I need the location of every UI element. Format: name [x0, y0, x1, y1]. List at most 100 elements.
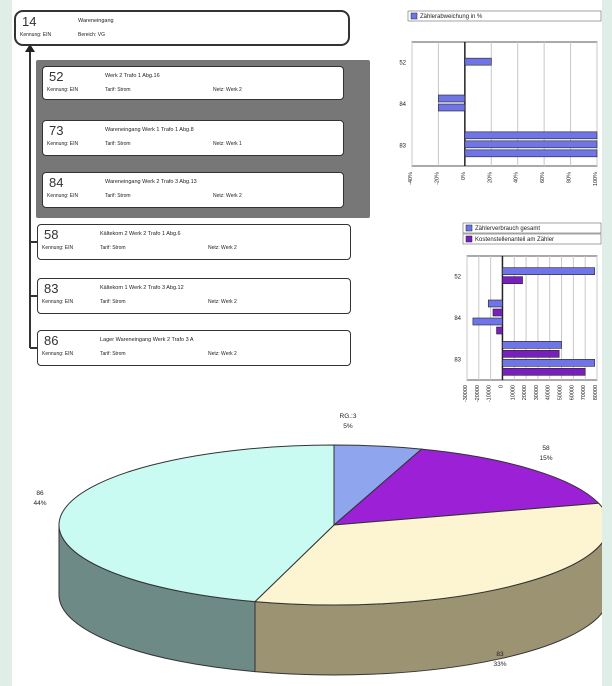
- bar: [502, 267, 595, 275]
- x-tick-label: 50000: [558, 385, 564, 400]
- node-tarif: Tarif: Strom: [105, 193, 131, 199]
- pie-slice-label: 86: [36, 490, 44, 497]
- bar: [502, 341, 562, 349]
- x-tick-label: 30000: [534, 385, 540, 400]
- node-kennung: Kennung: EIN: [42, 245, 74, 251]
- legend-box: [462, 233, 602, 245]
- bar: [464, 131, 598, 140]
- pie-slice-label: 83: [496, 651, 504, 658]
- consumption-bar-chart: -30000 -20000 -10000 0 10000 20000 30000 40000 5…: [454, 222, 602, 402]
- node-title: Lager Wareneingang Werk 2 Trafo 3 A: [100, 337, 194, 343]
- x-tick-label: 100%: [593, 172, 599, 186]
- node-title: Wareneingang Werk 1 Trafo 1 Abg.8: [105, 127, 194, 133]
- node-number: 58: [44, 227, 59, 242]
- node-kennung: Kennung: EIN: [47, 193, 79, 199]
- node-title: Kältekom 2 Werk 2 Trafo 1 Abg.6: [100, 231, 181, 237]
- node-tarif: Tarif: Strom: [100, 245, 126, 251]
- x-tick-label: -10000: [487, 385, 493, 402]
- x-tick-label: 60%: [540, 172, 546, 183]
- bar: [472, 317, 503, 326]
- node-title: Wareneingang Werk 2 Trafo 3 Abg.13: [105, 179, 197, 185]
- x-tick-label: -20000: [475, 385, 481, 402]
- bar: [502, 368, 586, 376]
- node-58[interactable]: 58 Kältekom 2 Werk 2 Trafo 1 Abg.6 Kennu…: [37, 224, 351, 260]
- share-pie-chart: RG.:3 5% 58 15% 83 33% 86 44%: [33, 413, 602, 676]
- arrow-up-icon: [25, 44, 35, 52]
- bar: [438, 103, 466, 112]
- pie-slice-percent: 44%: [33, 500, 46, 507]
- bar: [502, 276, 523, 284]
- node-83[interactable]: 83 Kältekom 1 Werk 2 Trafo 3 Abg.12 Kenn…: [37, 278, 351, 314]
- x-tick-label: 70000: [581, 385, 587, 400]
- node-netz: Netz: Werk 2: [208, 299, 237, 305]
- node-kennung: Kennung: EIN: [47, 141, 79, 147]
- pie-slice-label: 58: [542, 445, 550, 452]
- y-category-label: 52: [454, 275, 461, 281]
- node-number: 52: [49, 69, 64, 84]
- y-category-label: 84: [399, 102, 406, 108]
- node-tarif: Tarif: Strom: [105, 141, 131, 147]
- node-86[interactable]: 86 Lager Wareneingang Werk 2 Trafo 3 A K…: [37, 330, 351, 366]
- x-tick-label: 20000: [522, 385, 528, 400]
- pie-slice: [332, 448, 600, 526]
- node-title: Wareneingang: [78, 18, 114, 24]
- legend-label: Zählerverbrauch gesamt: [475, 226, 540, 232]
- y-category-label: 83: [399, 143, 406, 149]
- pie-slice-label: RG.:3: [340, 413, 357, 420]
- node-kennung: Kennung: EIN: [42, 351, 74, 357]
- node-14[interactable]: 14 Wareneingang Kennung: EIN Bereich: VG: [14, 10, 350, 46]
- node-tarif: Tarif: Strom: [100, 351, 126, 357]
- x-tick-label: 10000: [510, 385, 516, 400]
- x-tick-label: 80000: [593, 385, 599, 400]
- node-52[interactable]: 52 Werk 2 Trafo 1 Abg.16 Kennung: EIN Ta…: [42, 66, 344, 100]
- bar: [492, 308, 503, 317]
- bar: [502, 350, 560, 358]
- bar: [438, 94, 466, 103]
- node-tarif: Tarif: Strom: [105, 87, 131, 93]
- bar: [487, 299, 503, 308]
- node-netz: Netz: Werk 2: [213, 193, 242, 199]
- bar: [464, 140, 598, 149]
- x-tick-label: -40%: [408, 172, 414, 185]
- legend-swatch: [465, 235, 473, 243]
- legend-box: [407, 10, 602, 22]
- pie-slice-percent: 15%: [539, 455, 552, 462]
- tree-connector: [30, 241, 38, 243]
- legend-label: Kostenstellenanteil am Zähler: [475, 237, 554, 243]
- node-kennung: Kennung: EIN: [20, 32, 52, 38]
- x-tick-label: 60000: [569, 385, 575, 400]
- x-tick-label: 40000: [546, 385, 552, 400]
- node-tarif: Tarif: Strom: [100, 299, 126, 305]
- pie-slice: [253, 502, 602, 606]
- node-number: 86: [44, 333, 59, 348]
- pie-slice: [58, 444, 335, 603]
- x-tick-label: 20%: [487, 172, 493, 183]
- legend-swatch: [465, 224, 473, 232]
- node-kennung: Kennung: EIN: [42, 299, 74, 305]
- bar: [496, 326, 503, 335]
- legend-swatch: [410, 12, 418, 20]
- legend-label: Zählerabweichung in %: [420, 14, 483, 20]
- node-number: 84: [49, 175, 64, 190]
- bar: [464, 57, 492, 66]
- x-tick-label: -20%: [434, 172, 440, 185]
- x-tick-label: 40%: [514, 172, 520, 183]
- node-title: Werk 2 Trafo 1 Abg.16: [105, 73, 160, 79]
- node-number: 73: [49, 123, 64, 138]
- pie-slice-percent: 33%: [493, 661, 506, 668]
- y-category-label: 83: [454, 357, 461, 363]
- node-title: Kältekom 1 Werk 2 Trafo 3 Abg.12: [100, 285, 184, 291]
- deviation-bar-chart: -40% -20% 0% 20% 40% 60% 80% 100% 52 84 83 Zählerab…: [399, 10, 602, 186]
- x-tick-label: -30000: [463, 385, 469, 402]
- tree-connector: [30, 347, 38, 349]
- node-84[interactable]: 84 Wareneingang Werk 2 Trafo 3 Abg.13 Ke…: [42, 172, 344, 208]
- node-number: 83: [44, 281, 59, 296]
- node-kennung: Kennung: EIN: [47, 87, 79, 93]
- y-category-label: 84: [454, 316, 461, 322]
- x-tick-label: 80%: [567, 172, 573, 183]
- pie-slice-percent: 5%: [343, 423, 353, 430]
- node-number: 14: [22, 14, 37, 29]
- x-tick-label: 0%: [461, 172, 467, 180]
- node-73[interactable]: 73 Wareneingang Werk 1 Trafo 1 Abg.8 Ken…: [42, 120, 344, 156]
